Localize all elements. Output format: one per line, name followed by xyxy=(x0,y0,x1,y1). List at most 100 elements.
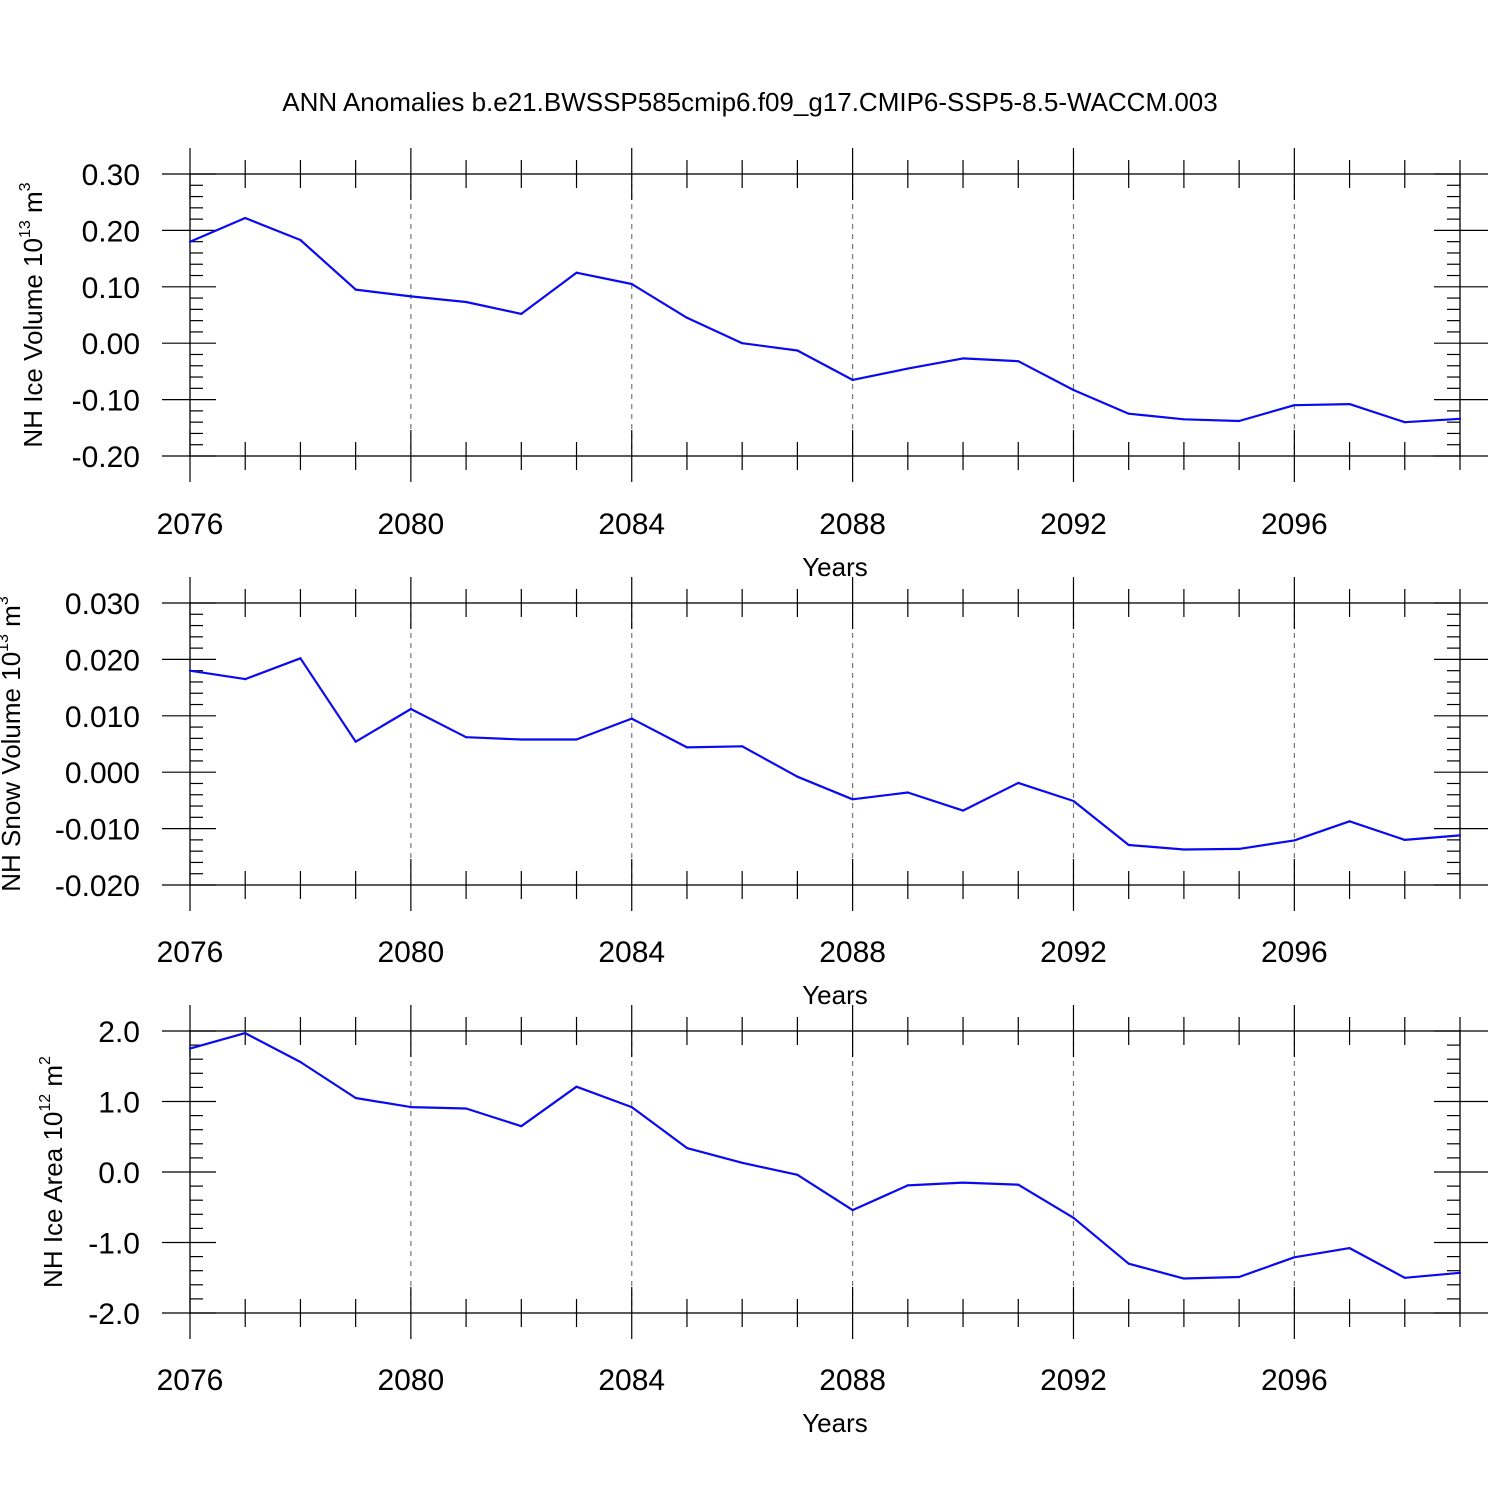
x-tick-label: 2096 xyxy=(1261,508,1328,541)
data-point xyxy=(409,707,412,711)
data-point xyxy=(1017,360,1020,363)
x-tick-label: 2080 xyxy=(377,508,444,541)
y-tick-label: -2.0 xyxy=(88,1298,140,1331)
data-point xyxy=(1458,834,1462,837)
data-point xyxy=(188,240,192,243)
y-axis-label-power: 3 xyxy=(0,596,12,605)
data-point xyxy=(520,312,523,315)
data-point xyxy=(464,1107,468,1110)
data-point xyxy=(520,738,523,741)
data-point xyxy=(685,746,689,749)
y-tick-label: 0.10 xyxy=(82,272,140,305)
y-tick-label: -1.0 xyxy=(88,1228,140,1261)
data-point xyxy=(851,798,854,801)
data-point xyxy=(630,1106,633,1109)
data-point xyxy=(1072,799,1075,803)
x-tick-label: 2096 xyxy=(1261,936,1328,969)
x-tick-label: 2088 xyxy=(819,1364,886,1397)
data-point xyxy=(354,740,357,743)
y-tick-label: 0.020 xyxy=(65,644,140,677)
data-point xyxy=(1458,1271,1462,1274)
series-line xyxy=(189,1031,1461,1280)
y-tick-label: 0.010 xyxy=(65,701,140,734)
x-axis-label: Years xyxy=(802,1408,868,1438)
data-point xyxy=(299,1060,302,1064)
data-point xyxy=(409,295,412,298)
data-point xyxy=(1182,418,1186,421)
y-axis-label-exponent: 13 xyxy=(0,634,12,652)
y-axis-label-exponent: 12 xyxy=(37,1094,54,1112)
data-point xyxy=(1403,421,1406,424)
chart-title: ANN Anomalies b.e21.BWSSP585cmip6.f09_g1… xyxy=(282,87,1217,117)
y-tick-label: 0.30 xyxy=(82,159,140,192)
y-axis-label: NH Snow Volume 1013 m3 xyxy=(0,596,26,892)
data-point xyxy=(1238,1275,1241,1279)
data-point xyxy=(906,1184,909,1187)
data-point xyxy=(1293,1256,1296,1259)
data-point xyxy=(1293,839,1296,842)
data-point xyxy=(1348,820,1351,823)
data-point xyxy=(630,717,633,720)
x-tick-label: 2076 xyxy=(157,936,224,969)
panel-2: -0.020 -0.010 0.000 0.010 0.020 0.030 2076 2080… xyxy=(0,577,1488,1010)
data-point xyxy=(1403,838,1406,841)
y-axis-label-power: 3 xyxy=(17,182,34,191)
data-point xyxy=(409,1106,412,1109)
data-point xyxy=(1072,1216,1075,1219)
y-axis-label-text: NH Snow Volume 10 xyxy=(0,652,26,892)
data-point xyxy=(1127,843,1130,847)
y-tick-label: 0.0 xyxy=(98,1157,140,1190)
y-axis-label-text: NH Ice Volume 10 xyxy=(18,238,48,448)
data-point xyxy=(244,1032,247,1035)
x-tick-label: 2092 xyxy=(1040,508,1107,541)
data-point xyxy=(354,1096,357,1100)
y-axis-label-unit: m xyxy=(18,191,48,220)
x-tick-label: 2096 xyxy=(1261,1364,1328,1397)
data-point xyxy=(1072,388,1075,392)
data-point xyxy=(188,669,192,672)
data-point xyxy=(1238,419,1241,423)
data-point xyxy=(299,238,302,242)
data-point xyxy=(244,216,247,220)
data-point xyxy=(1458,417,1462,420)
data-point xyxy=(188,1047,192,1050)
y-tick-label: 1.0 xyxy=(98,1087,140,1120)
data-point xyxy=(1017,1183,1020,1186)
x-tick-label: 2080 xyxy=(377,1364,444,1397)
plot-frame xyxy=(189,173,1461,457)
y-tick-label: 0.00 xyxy=(82,328,140,361)
data-point xyxy=(464,300,468,304)
data-point xyxy=(244,678,247,681)
y-axis-label-power: 2 xyxy=(37,1056,54,1065)
data-point xyxy=(906,791,909,794)
y-axis-label: NH Ice Area 1012 m2 xyxy=(37,1056,68,1288)
data-point xyxy=(575,738,578,741)
data-point xyxy=(961,1181,965,1184)
y-axis-label-exponent: 13 xyxy=(17,220,34,238)
y-tick-label: 0.000 xyxy=(65,757,140,790)
data-point xyxy=(961,809,965,812)
y-axis-label-unit: m xyxy=(38,1065,68,1094)
data-point xyxy=(1182,848,1186,851)
series-line xyxy=(189,216,1461,424)
series-line xyxy=(189,657,1461,851)
data-point xyxy=(1293,404,1296,407)
panel-3: -2.0 -1.0 0.0 1.0 2.0 2076 2080 2084 2088 2092 209… xyxy=(37,1005,1488,1438)
y-tick-label: 0.20 xyxy=(82,215,140,248)
x-tick-label: 2076 xyxy=(157,1364,224,1397)
x-axis-label: Years xyxy=(802,980,868,1010)
y-tick-label: -0.20 xyxy=(72,441,140,474)
data-point xyxy=(961,357,965,360)
data-point xyxy=(796,1173,799,1176)
data-point xyxy=(1238,847,1241,851)
y-axis-label: NH Ice Volume 1013 m3 xyxy=(17,182,48,447)
data-point xyxy=(1182,1277,1186,1280)
x-tick-label: 2088 xyxy=(819,936,886,969)
data-point xyxy=(851,378,854,381)
data-point xyxy=(685,1146,689,1150)
data-point xyxy=(299,657,302,660)
data-point xyxy=(1403,1276,1406,1279)
data-point xyxy=(796,775,799,778)
